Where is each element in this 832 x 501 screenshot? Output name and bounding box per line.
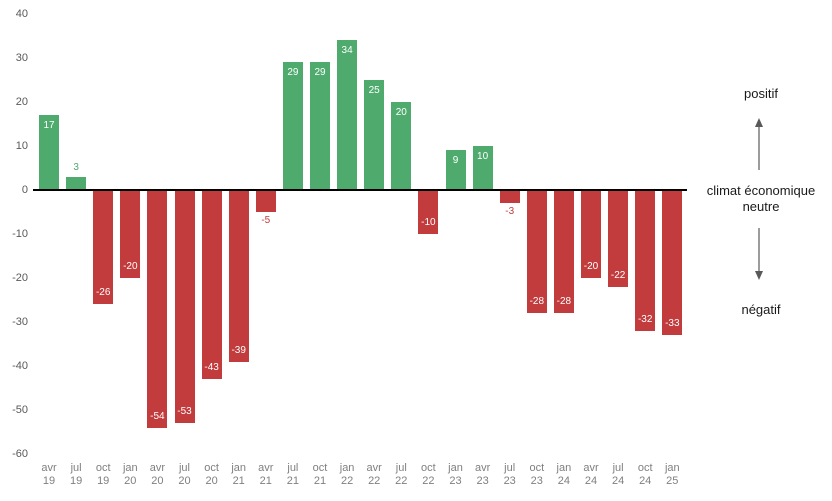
bar-oct-21 [310,62,330,190]
bar-value-label-avr-22: 25 [368,85,380,96]
bar-oct-19 [93,190,114,305]
x-tick-label-jul-20: jul 20 [178,462,191,487]
bar-value-label-oct-20: -43 [204,362,219,374]
neutral-climate-label: climat économique neutre [690,183,832,215]
arrow-up-icon [755,118,763,170]
y-tick-label: 30 [15,52,28,64]
bar-avr-24 [581,190,601,278]
x-tick-label-jan-21: jan 21 [231,462,247,487]
x-tick-label-jul-19: jul 19 [69,462,83,487]
bar-oct-22 [418,190,439,234]
x-tick-label-jan-25: jan 25 [664,462,680,487]
x-tick-label-jan-22: jan 22 [339,462,355,487]
bar-value-label-avr-23: 10 [477,151,489,162]
bar-value-label-jul-24: -22 [610,269,626,281]
bar-avr-20 [147,190,168,428]
x-tick-label-avr-19: avr 19 [41,462,57,487]
bar-jan-21 [228,190,249,362]
bar-value-label-jan-20: -20 [123,261,138,272]
bar-value-label-jan-22: 34 [341,45,353,57]
y-axis: 40 30 20 10 0 -10 -20 -30 -40 -50 -60 [0,0,28,470]
zero-axis-line [33,189,687,191]
bar-value-label-jul-19: 3 [73,161,79,173]
x-tick-label-jan-24: jan 24 [556,462,572,487]
bar-jan-23 [445,150,466,190]
bar-value-label-jan-24: -28 [556,296,572,308]
plot-area: 17 3 -26 -20 -54 -53 -43 -39 -5 29 29 34 25 20 -10 9 10 -… [33,40,687,428]
y-tick-label: -40 [12,360,28,372]
y-tick-label: -60 [12,448,28,460]
y-tick-label: 0 [21,184,28,196]
x-tick-label-avr-22: avr 22 [366,462,382,487]
bar-avr-23 [472,146,493,190]
x-tick-label-oct-24: oct 24 [637,462,653,487]
bar-jul-21 [282,62,303,190]
x-tick-label-avr-21: avr 21 [258,462,274,487]
y-tick-label: -50 [12,404,28,416]
bar-value-label-avr-19: 17 [43,120,55,132]
bar-jul-20 [174,190,195,424]
bar-value-label-oct-22: -10 [421,217,436,228]
bar-value-label-jul-20: -53 [177,406,192,418]
climate-scale-annotation: positif climat économique neutre négatif [690,80,832,330]
bar-value-label-oct-24: -32 [637,313,653,325]
y-tick-label: 40 [15,8,28,20]
x-tick-label-jul-22: jul 22 [395,462,408,487]
bar-oct-23 [526,190,547,314]
neutral-climate-label-line2: neutre [742,199,780,214]
y-tick-label: -10 [12,228,28,240]
x-tick-label-oct-22: oct 22 [421,462,436,487]
bar-value-label-avr-24: -20 [583,261,599,272]
bar-jan-25 [662,190,683,336]
x-tick-label-oct-23: oct 23 [529,462,545,487]
y-tick-label: 10 [15,140,28,152]
x-tick-label-avr-23: avr 23 [474,462,491,487]
x-tick-label-oct-21: oct 21 [312,462,328,487]
bar-jul-22 [391,102,412,190]
bar-oct-20 [201,190,222,380]
x-tick-label-jul-24: jul 24 [611,462,625,487]
x-tick-label-jan-20: jan 20 [122,462,138,487]
bar-avr-21 [255,190,276,212]
x-tick-label-jul-21: jul 21 [286,462,300,487]
positif-label: positif [744,86,778,101]
bar-avr-19 [39,115,59,190]
bar-value-label-avr-21: -5 [261,215,271,226]
bar-jul-23 [499,190,520,204]
x-tick-label-oct-20: oct 20 [204,462,219,487]
bar-value-label-jan-25: -33 [665,318,680,330]
y-tick-label: 20 [15,96,28,108]
bar-value-label-oct-19: -26 [95,287,111,299]
negatif-label: négatif [741,302,781,317]
y-tick-label: -30 [12,316,28,328]
bar-oct-24 [635,190,656,331]
bar-value-label-jan-23: 9 [452,155,459,167]
bar-jan-20 [120,190,141,278]
bar-jul-19 [66,176,87,190]
bar-value-label-oct-21: 29 [314,67,326,79]
y-tick-label: -20 [12,272,28,284]
bar-jan-22 [337,40,358,190]
x-tick-label-jan-23: jan 23 [448,462,463,487]
bar-avr-22 [364,80,385,190]
x-tick-label-avr-24: avr 24 [583,462,599,487]
arrow-down-icon [755,228,763,280]
x-tick-label-jul-23: jul 23 [503,462,516,487]
bar-value-label-oct-23: -28 [529,296,545,308]
x-tick-label-avr-20: avr 20 [149,462,166,487]
bar-value-label-jan-21: -39 [231,344,246,356]
bar-jul-24 [608,190,629,287]
x-tick-label-oct-19: oct 19 [95,462,111,487]
x-axis: avr 19 jul 19 oct 19 jan 20 avr 20 jul 20 oct 20 jan 21… [0,462,700,492]
bar-value-label-avr-20: -54 [150,410,165,422]
bar-value-label-jul-21: 29 [287,67,299,79]
bar-value-label-jul-23: -3 [505,206,515,218]
neutral-climate-label-line1: climat économique [706,183,816,198]
bar-value-label-jul-22: 20 [395,107,407,118]
bar-jan-24 [553,190,574,314]
